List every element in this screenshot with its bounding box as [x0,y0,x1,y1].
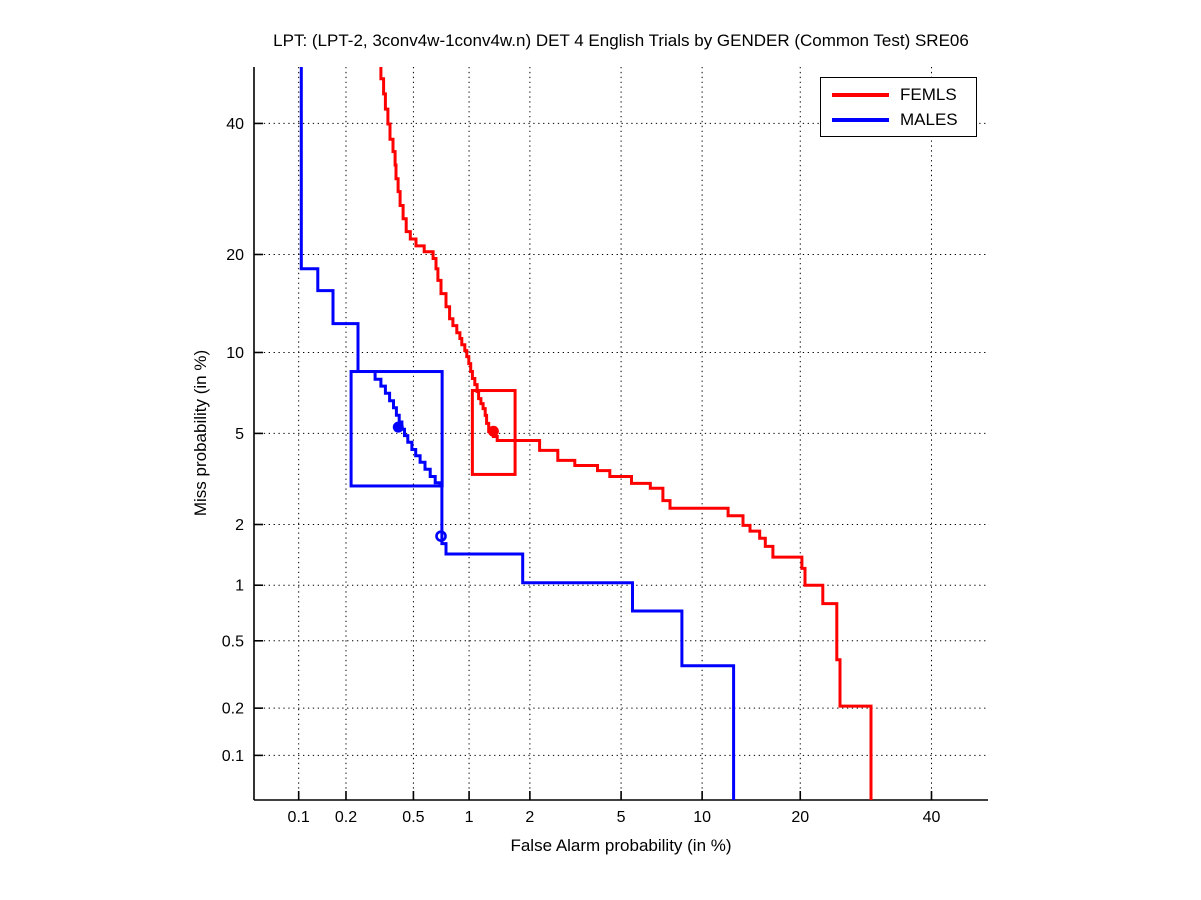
min-dcf-point-males [435,530,447,542]
det-curve-males [299,67,736,800]
x-tick-label: 0.1 [288,809,310,826]
y-tick-label: 0.1 [222,748,244,765]
det-curve-femls [379,67,873,800]
legend: FEMLS MALES [820,77,977,137]
y-tick-label: 10 [226,345,244,362]
x-tick-label: 20 [791,809,809,826]
y-tick-label: 5 [235,426,244,443]
legend-entry-males: MALES [821,111,976,128]
operating-point-males [392,421,404,433]
legend-label-femls: FEMLS [900,85,957,104]
x-tick-label: 1 [465,809,474,826]
y-tick-label: 1 [235,578,244,595]
x-tick-label: 5 [617,809,626,826]
x-tick-label: 0.5 [402,809,424,826]
x-axis-label: False Alarm probability (in %) [510,836,732,855]
legend-line-sample-femls [832,92,889,97]
legend-label-males: MALES [900,110,958,129]
operating-point-femls [487,425,499,437]
x-tick-label: 40 [923,809,941,826]
x-tick-label: 2 [525,809,534,826]
legend-line-sample-males [832,117,889,122]
plot-title: LPT: (LPT-2, 3conv4w-1conv4w.n) DET 4 En… [273,31,969,50]
y-tick-label: 40 [226,116,244,133]
y-tick-label: 0.2 [222,701,244,718]
confidence-box-femls [470,389,517,476]
y-tick-label: 2 [235,517,244,534]
legend-entry-femls: FEMLS [821,86,976,103]
x-tick-label: 0.2 [335,809,357,826]
x-tick-label: 10 [693,809,711,826]
confidence-box-males [349,370,444,488]
y-tick-label: 0.5 [222,633,244,650]
y-tick-label: 20 [226,247,244,264]
